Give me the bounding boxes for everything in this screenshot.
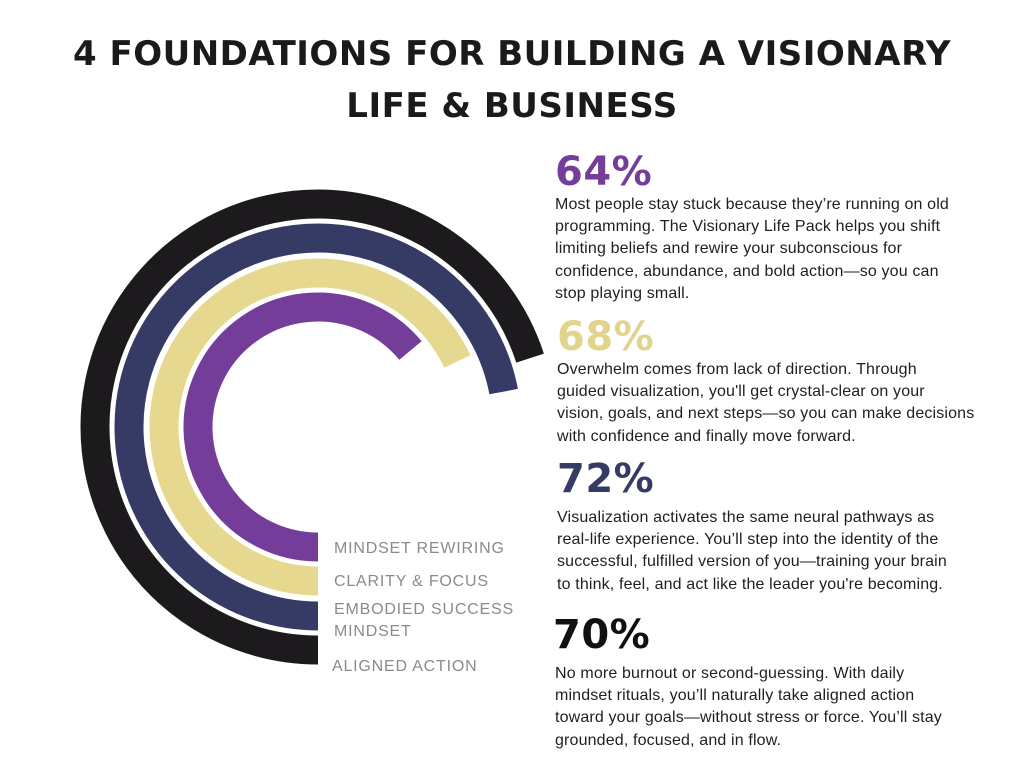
stat-block-embodied-success: 72% Visualization activates the same neu… — [557, 457, 1017, 596]
stat-block-clarity-focus: 68% Overwhelm comes from lack of directi… — [557, 315, 1017, 448]
stat-value: 72% — [557, 456, 655, 502]
radial-bar-chart: MINDSET REWIRING CLARITY & FOCUS EMBODIED … — [80, 189, 544, 675]
stat-description: Overwhelm comes from lack of direction. … — [557, 361, 975, 445]
ring-label-1: MINDSET REWIRING — [334, 540, 505, 557]
ring-bar-1 — [183, 292, 422, 562]
ring-label-2: CLARITY & FOCUS — [334, 573, 489, 590]
stat-description: Visualization activates the same neural … — [557, 509, 947, 593]
stat-value: 68% — [557, 314, 655, 360]
page-title: 4 FOUNDATIONS FOR BUILDING A VISIONARY L… — [72, 34, 952, 126]
ring-bar-2 — [149, 258, 471, 596]
ring-bar-3 — [114, 223, 518, 631]
ring-bar-4 — [80, 189, 544, 665]
stat-value: 64% — [555, 149, 653, 195]
ring-label-3: EMBODIED SUCCESS MINDSET — [334, 601, 514, 640]
stat-block-mindset-rewiring: 64% Most people stay stuck because they’… — [555, 150, 1015, 305]
stat-value: 70% — [553, 612, 651, 658]
stat-block-aligned-action: 70% No more burnout or second-guessing. … — [553, 613, 1013, 752]
stat-description: Most people stay stuck because they’re r… — [555, 196, 949, 302]
stat-description: No more burnout or second-guessing. With… — [555, 665, 942, 749]
ring-label-4: ALIGNED ACTION — [332, 658, 477, 675]
